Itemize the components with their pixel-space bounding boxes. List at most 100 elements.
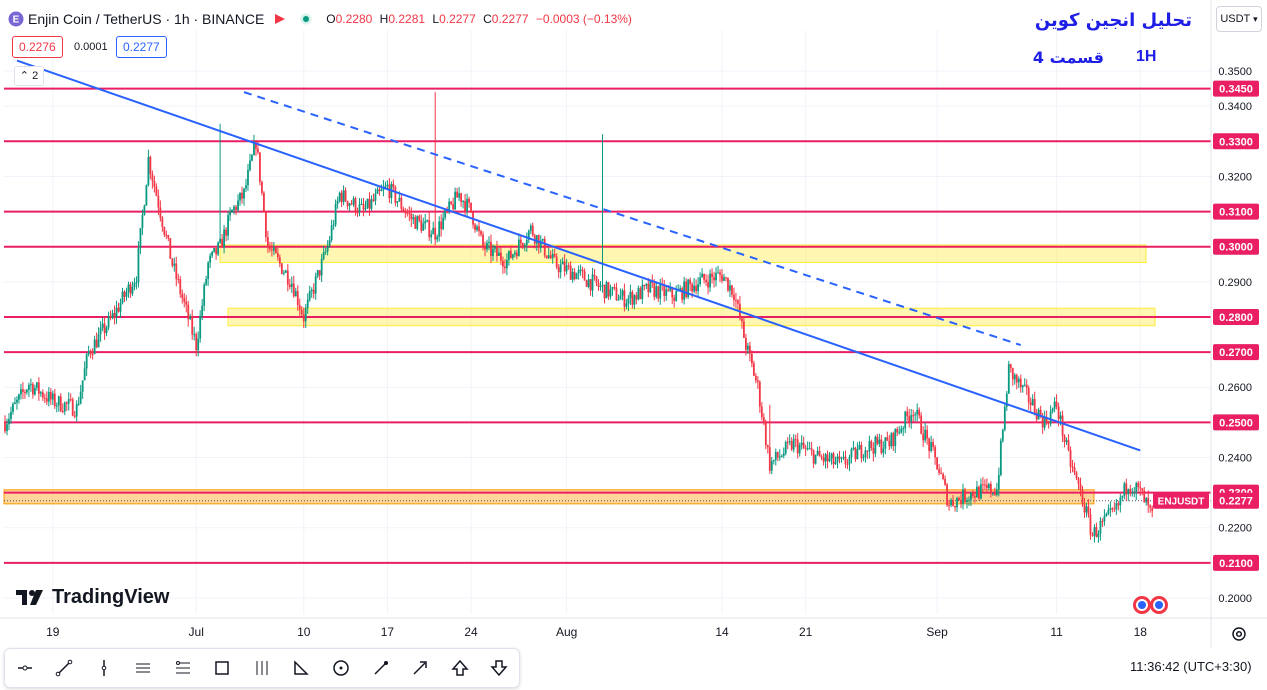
candle-body: [360, 203, 363, 205]
candle-body: [563, 261, 566, 272]
candle-body: [438, 221, 441, 237]
candle-body: [430, 234, 433, 238]
candle-body: [960, 500, 962, 504]
candle-body: [263, 192, 265, 212]
clock[interactable]: 11:36:42 (UTC+3:30): [1130, 659, 1252, 674]
candle-body: [756, 380, 759, 382]
trend-line-icon: [55, 659, 73, 677]
candle-body: [153, 180, 156, 187]
candle-body: [35, 382, 38, 388]
solid-trendline[interactable]: [16, 59, 1141, 452]
candle-body: [474, 224, 476, 230]
parallel-channel-tool[interactable]: [128, 653, 158, 683]
candle-body: [850, 449, 853, 457]
candle-body: [322, 251, 325, 259]
buy-button[interactable]: 0.2277: [116, 36, 167, 58]
candle-body: [555, 256, 558, 268]
candle-body: [211, 251, 214, 256]
candle-body: [47, 391, 50, 402]
candle-body: [73, 415, 76, 417]
candle-body: [581, 269, 584, 272]
candle-body: [1027, 387, 1030, 403]
rectangle-icon: [215, 661, 230, 675]
candle-body: [354, 198, 357, 213]
levels-layer: [4, 87, 1211, 564]
candle-body: [561, 261, 564, 265]
candle-body: [880, 439, 883, 453]
candle-body: [970, 492, 972, 500]
chevron-up-icon: ⌃: [19, 70, 30, 82]
candle-body: [824, 454, 827, 462]
candle-body: [1099, 521, 1102, 534]
candle-body: [1021, 385, 1024, 388]
candles-layer: [4, 92, 1154, 543]
sell-button[interactable]: 0.2276: [12, 36, 63, 58]
currency-selector[interactable]: USDT ▾: [1216, 6, 1262, 32]
settings-gear-icon[interactable]: [1230, 625, 1248, 643]
arrow-down-tool[interactable]: [484, 653, 514, 683]
flag-icon[interactable]: [274, 13, 286, 25]
indicators-toggle[interactable]: ⌃ 2: [14, 66, 44, 86]
candle-body: [91, 354, 94, 356]
circle-tool[interactable]: [326, 653, 356, 683]
candle-body: [504, 266, 506, 269]
candle-body: [418, 216, 421, 221]
candle-body: [43, 397, 46, 399]
candle-body: [1007, 364, 1010, 394]
candle-body: [466, 198, 468, 212]
level-price-label: 0.3000: [1219, 242, 1253, 254]
dashed-trendline[interactable]: [243, 91, 1022, 347]
candle-body: [772, 459, 775, 462]
candle-body: [1105, 513, 1108, 517]
vertical-line-tool[interactable]: [89, 653, 119, 683]
zone-0[interactable]: [219, 244, 1147, 264]
candle-body: [59, 396, 62, 412]
candle-body: [1097, 533, 1100, 537]
trend-line-tool[interactable]: [49, 653, 79, 683]
candle-body: [693, 285, 696, 292]
candle-body: [398, 197, 401, 202]
candle-body: [388, 184, 391, 198]
market-status-icon[interactable]: [300, 13, 312, 25]
candle-body: [113, 313, 116, 317]
level-price-tag: [1213, 344, 1259, 361]
arrow-tool[interactable]: [405, 653, 435, 683]
candle-body: [585, 280, 588, 287]
candle-body: [197, 338, 200, 351]
candle-body: [1029, 402, 1032, 406]
candle-body: [952, 500, 954, 506]
arrow-up-tool[interactable]: [445, 653, 475, 683]
candle-body: [366, 198, 369, 209]
candle-body: [1019, 378, 1022, 388]
rectangle-tool[interactable]: [207, 653, 237, 683]
candle-body: [111, 313, 114, 318]
candle-body: [950, 500, 952, 506]
candle-body: [940, 472, 942, 474]
crosshair-tool[interactable]: [10, 653, 40, 683]
triangle-pattern-tool[interactable]: [286, 653, 316, 683]
candle-body: [344, 190, 347, 202]
candle-body: [551, 254, 554, 259]
candle-body: [384, 185, 387, 188]
candle-body: [1035, 412, 1038, 420]
candle-body: [191, 316, 194, 335]
candle-body: [1129, 488, 1132, 493]
candle-body: [201, 305, 204, 316]
brush-tool[interactable]: [366, 653, 396, 683]
candle-body: [882, 448, 885, 453]
candle-body: [609, 289, 612, 297]
candle-body: [705, 279, 707, 283]
candle-body: [163, 226, 166, 235]
economic-events-icon[interactable]: [1132, 593, 1172, 617]
pitchfork-tool[interactable]: [247, 653, 277, 683]
candle-body: [876, 436, 879, 444]
fib-retracement-tool[interactable]: [168, 653, 198, 683]
candle-body: [67, 399, 70, 404]
candle-body: [286, 270, 289, 285]
candle-body: [679, 288, 682, 291]
symbol-title[interactable]: Enjin Coin / TetherUS · 1h · BINANCE: [28, 11, 265, 27]
candle-body: [619, 295, 622, 300]
candle-body: [364, 208, 367, 210]
candle-body: [16, 399, 18, 403]
